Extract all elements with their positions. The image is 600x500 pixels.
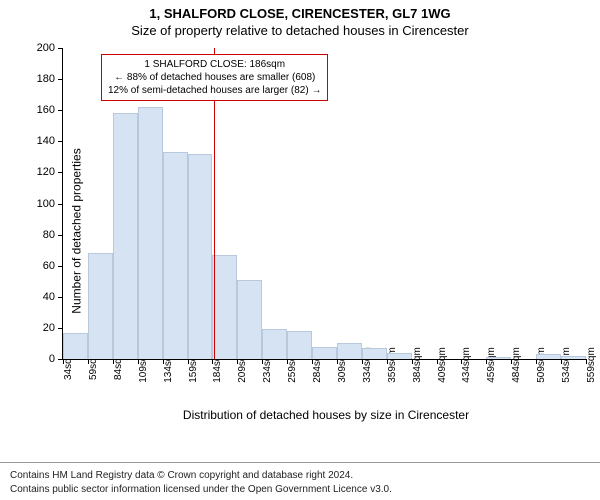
y-tick bbox=[58, 266, 63, 267]
y-tick-label: 100 bbox=[37, 198, 55, 210]
y-tick bbox=[58, 204, 63, 205]
histogram-bar bbox=[138, 107, 163, 359]
x-tick-label: 434sqm bbox=[461, 347, 472, 383]
histogram-bar bbox=[387, 353, 412, 359]
histogram-bar bbox=[237, 280, 262, 359]
histogram-bar bbox=[362, 348, 387, 359]
histogram-bar bbox=[63, 333, 88, 359]
x-tick-label: 484sqm bbox=[511, 347, 522, 383]
histogram-bar bbox=[88, 253, 113, 359]
footer: Contains HM Land Registry data © Crown c… bbox=[0, 462, 600, 500]
chart-container: 1, SHALFORD CLOSE, CIRENCESTER, GL7 1WG … bbox=[0, 0, 600, 500]
annotation-line-2: ← 88% of detached houses are smaller (60… bbox=[108, 71, 321, 84]
y-tick-label: 200 bbox=[37, 42, 55, 54]
histogram-bar bbox=[262, 329, 287, 359]
y-tick-label: 160 bbox=[37, 104, 55, 116]
y-tick bbox=[58, 328, 63, 329]
x-tick-label: 459sqm bbox=[486, 347, 497, 383]
page-subtitle: Size of property relative to detached ho… bbox=[0, 21, 600, 38]
x-tick-label: 384sqm bbox=[412, 347, 423, 383]
y-tick-label: 180 bbox=[37, 73, 55, 85]
y-tick bbox=[58, 297, 63, 298]
histogram-bar bbox=[312, 347, 337, 359]
page-title: 1, SHALFORD CLOSE, CIRENCESTER, GL7 1WG bbox=[0, 0, 600, 21]
annotation-line-3: 12% of semi-detached houses are larger (… bbox=[108, 84, 321, 97]
y-tick bbox=[58, 110, 63, 111]
x-tick-label: 534sqm bbox=[561, 347, 572, 383]
y-tick bbox=[58, 235, 63, 236]
histogram-bar bbox=[337, 343, 362, 359]
y-tick-label: 60 bbox=[43, 260, 55, 272]
y-tick bbox=[58, 172, 63, 173]
footer-line-1: Contains HM Land Registry data © Crown c… bbox=[10, 469, 590, 483]
y-tick bbox=[58, 79, 63, 80]
x-tick-label: 559sqm bbox=[586, 347, 597, 383]
histogram-bar bbox=[163, 152, 188, 359]
x-tick-label: 409sqm bbox=[437, 347, 448, 383]
x-axis-label: Distribution of detached houses by size … bbox=[62, 408, 590, 422]
histogram-bar bbox=[536, 354, 561, 359]
y-tick-label: 20 bbox=[43, 322, 55, 334]
y-tick bbox=[58, 48, 63, 49]
histogram-bar bbox=[486, 357, 511, 359]
plot-area: 02040608010012014016018020034sqm59sqm84s… bbox=[62, 48, 586, 360]
histogram-bar bbox=[188, 154, 213, 359]
y-tick-label: 40 bbox=[43, 291, 55, 303]
footer-line-2: Contains public sector information licen… bbox=[10, 483, 590, 497]
annotation-box: 1 SHALFORD CLOSE: 186sqm ← 88% of detach… bbox=[101, 54, 328, 101]
y-tick-label: 80 bbox=[43, 229, 55, 241]
y-tick-label: 0 bbox=[49, 353, 55, 365]
plot-outer: Number of detached properties 0204060801… bbox=[0, 42, 600, 420]
y-tick-label: 120 bbox=[37, 166, 55, 178]
histogram-bar bbox=[113, 113, 138, 359]
histogram-bar bbox=[212, 255, 237, 359]
histogram-bar bbox=[287, 331, 312, 359]
x-tick-label: 509sqm bbox=[536, 347, 547, 383]
y-tick bbox=[58, 141, 63, 142]
histogram-bar bbox=[561, 356, 586, 359]
annotation-line-1: 1 SHALFORD CLOSE: 186sqm bbox=[108, 58, 321, 71]
y-tick-label: 140 bbox=[37, 135, 55, 147]
